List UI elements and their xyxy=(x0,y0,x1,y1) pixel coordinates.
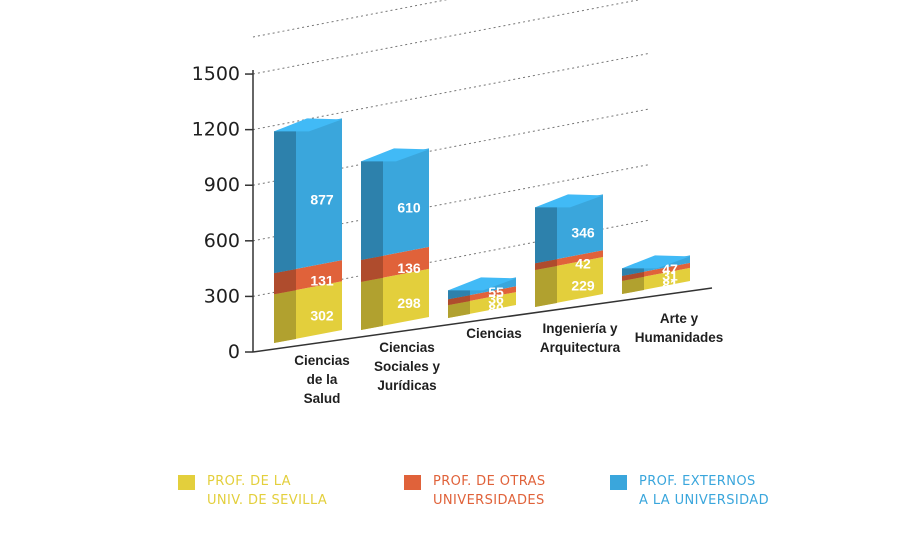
x-tick-label: Arte y Humanidades xyxy=(635,311,724,345)
data-label: 36 xyxy=(488,291,504,307)
bar-side xyxy=(274,127,296,274)
bar-stack: 302 131 877 xyxy=(274,118,342,343)
category-labels: Ciencias de la Salud Ciencias Sociales y Jurí… xyxy=(294,311,723,406)
data-label: 31 xyxy=(662,267,678,283)
bar-side xyxy=(448,301,470,318)
gridline xyxy=(252,163,651,242)
legend-item-prof-otras-universidades: PROF. DE OTRAS UNIVERSIDADES xyxy=(404,472,546,510)
bar-side xyxy=(622,276,644,294)
y-tick-label: 300 xyxy=(204,285,240,307)
data-label: 298 xyxy=(397,295,421,311)
bar-side xyxy=(448,295,470,306)
bar-top xyxy=(274,118,342,132)
data-label: 302 xyxy=(310,308,334,324)
bar-top xyxy=(361,148,429,162)
data-label: 47 xyxy=(662,261,678,277)
y-tick-label: 900 xyxy=(204,174,240,196)
x-tick-label: Ciencias Sociales y Jurídicas xyxy=(374,340,441,393)
bar-top xyxy=(448,277,516,291)
bar-side xyxy=(361,157,383,260)
legend-label: PROF. EXTERNOS A LA UNIVERSIDAD xyxy=(639,474,769,508)
gridline xyxy=(252,52,651,131)
y-tick-label: 600 xyxy=(204,230,240,252)
y-tick-label: 0 xyxy=(228,341,240,363)
gridline xyxy=(252,108,651,186)
bar-side xyxy=(622,271,644,281)
data-label: 136 xyxy=(397,260,421,276)
legend-label: PROF. DE LA UNIV. DE SEVILLA xyxy=(207,474,328,508)
data-label: 610 xyxy=(397,200,421,216)
legend-swatch xyxy=(610,475,627,490)
bar-side xyxy=(535,266,557,307)
bar-side xyxy=(361,255,383,282)
x-tick-label: Ingeniería y Arquitectura xyxy=(540,321,621,355)
legend-item-prof-univ-sevilla: PROF. DE LA UNIV. DE SEVILLA xyxy=(178,472,327,510)
bar-stack: 298 136 610 xyxy=(361,148,429,330)
gridline xyxy=(252,0,448,38)
data-label: 81 xyxy=(662,276,678,292)
data-label: 877 xyxy=(310,191,334,207)
x-tick-label: Ciencias xyxy=(466,326,522,341)
axis-layer: 0 300 600 900 1200 1500 xyxy=(192,63,713,363)
bar-side xyxy=(535,259,557,271)
data-label: 55 xyxy=(488,284,504,300)
gridline xyxy=(252,0,641,75)
bar-side xyxy=(274,269,296,295)
bar-top xyxy=(622,255,690,269)
bar-side xyxy=(535,203,557,264)
x-axis-line xyxy=(252,287,713,353)
y-tick-label: 1500 xyxy=(192,63,240,85)
legend-swatch xyxy=(404,475,421,490)
data-label: 131 xyxy=(310,273,334,289)
data-label: 346 xyxy=(571,224,595,240)
y-tick-label: 1200 xyxy=(192,119,240,141)
bar-stack: 229 42 346 xyxy=(535,194,603,307)
legend-item-prof-externos: PROF. EXTERNOS A LA UNIVERSIDAD xyxy=(610,472,769,510)
legend-label: PROF. DE OTRAS UNIVERSIDADES xyxy=(433,474,546,508)
bar-side xyxy=(361,277,383,330)
data-label: 229 xyxy=(571,278,595,294)
legend-swatch xyxy=(178,475,195,490)
data-label: 42 xyxy=(575,256,591,272)
bar-side xyxy=(274,290,296,343)
bar-top xyxy=(535,194,603,208)
data-label: 80 xyxy=(488,301,504,317)
x-tick-label: Ciencias de la Salud xyxy=(294,353,350,406)
